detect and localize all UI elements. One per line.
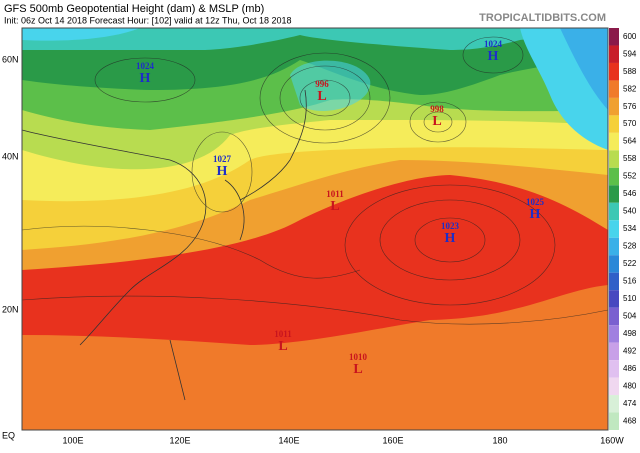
colorbar-label: 558 (623, 154, 637, 163)
colorbar-swatch (609, 290, 619, 308)
colorbar-swatch (609, 307, 619, 326)
colorbar-swatch (609, 342, 619, 361)
center-type: L (317, 89, 326, 104)
center-type: L (353, 362, 362, 377)
colorbar-label: 504 (623, 312, 637, 321)
center-type: H (488, 49, 499, 64)
colorbar-label: 570 (623, 119, 637, 128)
center-value: 1010 (349, 352, 368, 362)
colorbar: 600 594 588 582 576 570 564 558 552 546 540 534 528 5… (609, 28, 637, 430)
center-type: L (278, 339, 287, 354)
longitude-labels: 100E 120E 140E 160E 180 160W (62, 435, 624, 445)
colorbar-label: 594 (623, 49, 637, 58)
colorbar-label: 540 (623, 207, 637, 216)
longitude-label: 160W (600, 435, 624, 445)
center-value: 1023 (441, 221, 460, 231)
center-value: 996 (315, 79, 329, 89)
colorbar-swatch (609, 412, 619, 430)
colorbar-label: 546 (623, 189, 637, 198)
colorbar-label: 582 (623, 84, 637, 93)
coastlines (21, 89, 307, 401)
longitude-label: 180 (492, 435, 507, 445)
colorbar-swatch (609, 62, 619, 81)
subtitle: Init: 06z Oct 14 2018 Forecast Hour: [10… (4, 15, 292, 25)
center-value: 1024 (484, 39, 503, 49)
colorbar-label: 510 (623, 294, 637, 303)
center-type: H (530, 207, 541, 222)
colorbar-swatch (609, 325, 619, 343)
colorbar-label: 516 (623, 277, 637, 286)
colorbar-swatch (609, 97, 619, 116)
colorbar-swatch (609, 202, 619, 221)
colorbar-swatch (609, 80, 619, 98)
contours (21, 36, 609, 325)
colorbar-swatch (609, 272, 619, 291)
colorbar-swatch (609, 377, 619, 396)
longitude-label: 100E (62, 435, 83, 445)
latitude-labels: 60N 40N 20N EQ (2, 54, 19, 440)
colorbar-label: 468 (623, 416, 637, 425)
colorbar-label: 528 (623, 242, 637, 251)
colorbar-swatch (609, 255, 619, 273)
center-value: 998 (430, 104, 444, 114)
center-value: 1011 (326, 189, 344, 199)
colorbar-label: 534 (623, 224, 637, 233)
latitude-label: EQ (2, 430, 15, 440)
map-field (21, 28, 609, 430)
colorbar-swatch (609, 395, 619, 413)
colorbar-label: 498 (623, 329, 637, 338)
center-type: H (140, 71, 151, 86)
longitude-label: 160E (382, 435, 403, 445)
colorbar-label: 480 (623, 381, 637, 390)
center-type: H (445, 231, 456, 246)
map-frame (21, 27, 609, 431)
center-value: 1024 (136, 61, 155, 71)
longitude-label: 120E (169, 435, 190, 445)
center-type: L (432, 114, 441, 129)
colorbar-swatch (609, 167, 619, 186)
colorbar-label: 588 (623, 67, 637, 76)
center-type: L (330, 199, 339, 214)
latitude-label: 20N (2, 304, 19, 314)
colorbar-label: 600 (623, 32, 637, 41)
latitude-label: 40N (2, 151, 19, 161)
colorbar-swatch (609, 132, 619, 151)
colorbar-label: 564 (623, 137, 637, 146)
colorbar-swatch (609, 115, 619, 133)
center-value: 1011 (274, 329, 292, 339)
center-type: H (217, 164, 228, 179)
colorbar-label: 492 (623, 346, 637, 355)
title: GFS 500mb Geopotential Height (dam) & MS… (4, 3, 264, 15)
colorbar-swatch (609, 150, 619, 168)
colorbar-swatch (609, 220, 619, 238)
latitude-label: 60N (2, 54, 19, 64)
colorbar-swatch (609, 360, 619, 378)
colorbar-label: 474 (623, 399, 637, 408)
colorbar-label: 522 (623, 259, 637, 268)
colorbar-swatch (609, 185, 619, 203)
colorbar-swatch (609, 28, 619, 46)
longitude-label: 140E (278, 435, 299, 445)
colorbar-swatch (609, 237, 619, 256)
colorbar-label: 552 (623, 172, 637, 181)
colorbar-label: 486 (623, 364, 637, 373)
colorbar-swatch (609, 45, 619, 63)
colorbar-label: 576 (623, 102, 637, 111)
center-value: 1025 (526, 197, 545, 207)
center-value: 1027 (213, 154, 232, 164)
site: TROPICALTIDBITS.COM (479, 12, 606, 24)
